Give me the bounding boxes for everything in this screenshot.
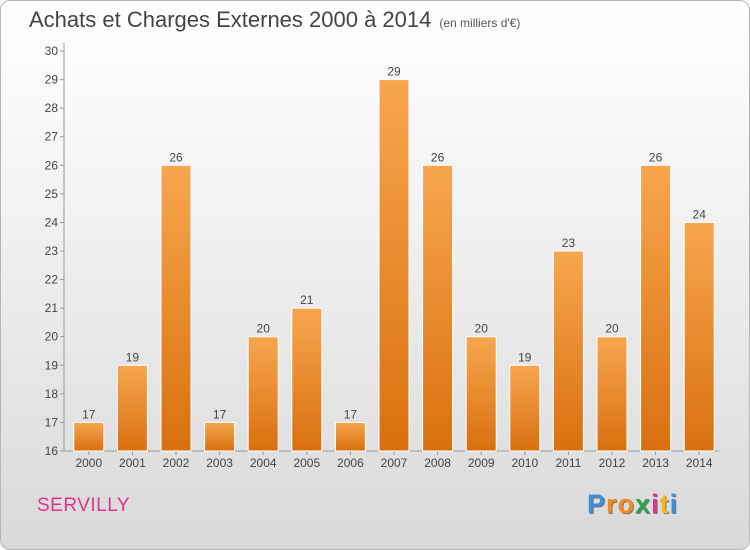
bar bbox=[116, 364, 148, 452]
logo-letter: i bbox=[669, 489, 679, 519]
logo-letter: i bbox=[651, 489, 660, 519]
bar-value-label: 21 bbox=[300, 293, 314, 307]
y-tick-label: 25 bbox=[45, 187, 59, 201]
y-tick-label: 30 bbox=[45, 44, 59, 58]
y-tick-label: 21 bbox=[45, 301, 59, 315]
y-tick-label: 18 bbox=[45, 387, 59, 401]
bar bbox=[422, 164, 454, 452]
logo-letter: r bbox=[606, 489, 618, 519]
x-tick-label: 2002 bbox=[163, 456, 190, 470]
bar-value-label: 26 bbox=[649, 150, 663, 164]
bar-value-label: 23 bbox=[562, 236, 576, 250]
y-tick-label: 22 bbox=[45, 273, 59, 287]
proxiti-logo: Proxiti bbox=[587, 489, 678, 520]
chart-title: Achats et Charges Externes 2000 à 2014 (e… bbox=[29, 7, 520, 33]
commune-name: SERVILLY bbox=[37, 495, 131, 516]
bars bbox=[73, 79, 715, 452]
logo-letter: o bbox=[617, 489, 636, 519]
bar-value-label: 19 bbox=[126, 350, 140, 364]
bar bbox=[334, 421, 366, 452]
y-tick-label: 16 bbox=[45, 444, 59, 458]
bar bbox=[204, 421, 236, 452]
logo-letter: x bbox=[635, 489, 652, 519]
y-tick-label: 27 bbox=[45, 130, 59, 144]
bar-value-label: 17 bbox=[82, 407, 96, 421]
y-tick-label: 17 bbox=[45, 415, 59, 429]
bar-value-label: 17 bbox=[344, 407, 358, 421]
x-tick-label: 2003 bbox=[206, 456, 233, 470]
x-tick-label: 2014 bbox=[686, 456, 713, 470]
bar-value-label: 29 bbox=[387, 65, 401, 79]
x-tick-label: 2013 bbox=[642, 456, 669, 470]
bar-value-label: 24 bbox=[693, 207, 707, 221]
y-tick-label: 20 bbox=[45, 330, 59, 344]
x-tick-label: 2007 bbox=[381, 456, 408, 470]
bar-value-label: 26 bbox=[431, 150, 445, 164]
y-tick-label: 19 bbox=[45, 358, 59, 372]
x-tick-label: 2000 bbox=[75, 456, 102, 470]
y-tick-label: 29 bbox=[45, 73, 59, 87]
x-tick-label: 2004 bbox=[250, 456, 277, 470]
bar bbox=[509, 364, 541, 452]
chart-title-text: Achats et Charges Externes 2000 à 2014 bbox=[29, 7, 432, 32]
chart-subtitle: (en milliers d'€) bbox=[439, 16, 521, 30]
bar bbox=[552, 250, 584, 452]
x-tick-label: 2006 bbox=[337, 456, 364, 470]
bar bbox=[73, 421, 105, 452]
value-labels: 17 19 26 17 20 21 17 29 26 20 19 23 20 26 24 bbox=[82, 65, 706, 422]
y-tick-label: 28 bbox=[45, 101, 59, 115]
bar bbox=[247, 336, 279, 452]
x-tick-label: 2009 bbox=[468, 456, 495, 470]
bar bbox=[378, 79, 410, 452]
bar-value-label: 26 bbox=[169, 150, 183, 164]
logo-letter: P bbox=[587, 489, 607, 519]
y-tick-label: 24 bbox=[45, 215, 59, 229]
bar-value-label: 19 bbox=[518, 350, 532, 364]
y-tick-label: 23 bbox=[45, 244, 59, 258]
bar-value-label: 20 bbox=[475, 322, 489, 336]
logo-letter: t bbox=[659, 489, 670, 519]
bar-value-label: 17 bbox=[213, 407, 227, 421]
x-tick-label: 2001 bbox=[119, 456, 146, 470]
bar-value-label: 20 bbox=[257, 322, 271, 336]
bar-value-label: 20 bbox=[605, 322, 619, 336]
bar bbox=[465, 336, 497, 452]
bar bbox=[160, 164, 192, 452]
x-tick-label: 2005 bbox=[293, 456, 320, 470]
bar bbox=[640, 164, 672, 452]
axes: 16 17 18 19 20 21 22 23 24 25 26 27 28 29 30 2000 2001 20… bbox=[45, 43, 719, 470]
x-tick-label: 2012 bbox=[599, 456, 626, 470]
x-tick-label: 2010 bbox=[511, 456, 538, 470]
x-tick-label: 2011 bbox=[555, 456, 581, 470]
bar bbox=[596, 336, 628, 452]
bar bbox=[291, 307, 323, 452]
bar bbox=[683, 221, 715, 452]
y-tick-label: 26 bbox=[45, 158, 59, 172]
x-tick-label: 2008 bbox=[424, 456, 451, 470]
